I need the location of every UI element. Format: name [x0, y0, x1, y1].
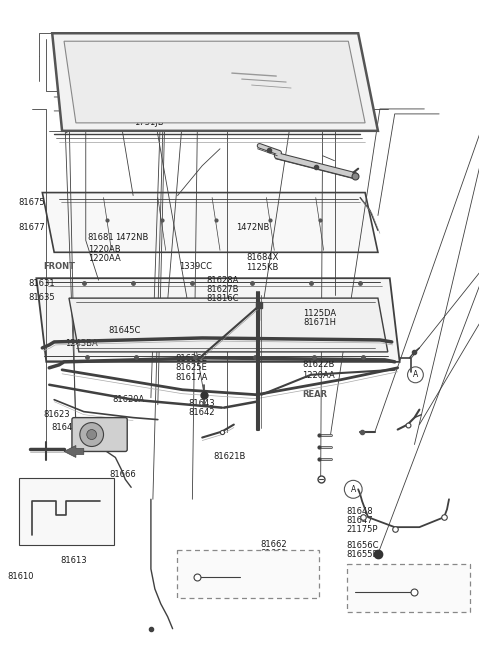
Text: 1731JB: 1731JB	[134, 118, 163, 127]
Text: 1125KB: 1125KB	[246, 263, 279, 272]
Text: 81666: 81666	[109, 470, 136, 479]
Polygon shape	[64, 445, 84, 457]
Circle shape	[87, 430, 96, 440]
Text: 81621B: 81621B	[213, 452, 246, 461]
Text: 1220AA: 1220AA	[302, 371, 335, 381]
Circle shape	[80, 422, 104, 447]
Text: 81623: 81623	[44, 411, 70, 419]
Text: 81661: 81661	[261, 549, 288, 557]
Text: 1731JB: 1731JB	[256, 572, 286, 582]
Polygon shape	[64, 41, 365, 123]
Text: 81631: 81631	[28, 279, 55, 288]
Text: {W/O SUNROOF}: {W/O SUNROOF}	[192, 555, 258, 563]
Text: 81641: 81641	[51, 423, 78, 432]
Text: 1472NB: 1472NB	[236, 223, 269, 232]
Text: 1220AB: 1220AB	[88, 245, 120, 253]
FancyBboxPatch shape	[72, 418, 127, 451]
Polygon shape	[52, 33, 378, 131]
Text: 1243BA: 1243BA	[65, 339, 98, 348]
Text: 1339CC: 1339CC	[179, 262, 212, 271]
Text: 81684X: 81684X	[246, 253, 279, 261]
Text: 81620A: 81620A	[113, 395, 145, 403]
FancyBboxPatch shape	[177, 550, 319, 598]
Text: 81647: 81647	[346, 516, 372, 525]
Text: 81675: 81675	[18, 198, 45, 207]
Text: 1076AM: 1076AM	[288, 73, 323, 81]
Text: 81635: 81635	[28, 293, 55, 302]
Text: 81643: 81643	[189, 399, 215, 407]
Text: 81655B: 81655B	[346, 550, 378, 559]
Text: 1220AA: 1220AA	[88, 254, 120, 263]
Text: 81645C: 81645C	[108, 326, 141, 335]
FancyBboxPatch shape	[348, 564, 470, 612]
Text: 1076AM: 1076AM	[360, 588, 395, 596]
Text: 81662: 81662	[261, 540, 288, 548]
FancyBboxPatch shape	[19, 478, 114, 545]
Text: 81617A: 81617A	[175, 373, 208, 382]
Text: REAR: REAR	[302, 390, 327, 398]
Text: 81628A: 81628A	[206, 276, 239, 285]
Text: 81627B: 81627B	[206, 285, 239, 294]
Text: 81613: 81613	[61, 557, 87, 565]
Text: 81642: 81642	[189, 408, 215, 417]
Text: {W/O SUNROOF}: {W/O SUNROOF}	[358, 567, 424, 576]
Text: 81671H: 81671H	[303, 318, 336, 327]
Text: 1125DA: 1125DA	[303, 309, 336, 318]
Text: A: A	[350, 485, 356, 494]
Text: FRONT: FRONT	[44, 262, 76, 271]
Text: 83530B: 83530B	[71, 94, 104, 102]
Text: 81677: 81677	[18, 223, 45, 232]
Text: 81648: 81648	[346, 507, 372, 516]
Text: 81686B: 81686B	[269, 108, 302, 117]
Text: 81610: 81610	[8, 572, 34, 581]
Polygon shape	[36, 278, 400, 362]
Text: 81816C: 81816C	[206, 294, 239, 303]
Text: 1472NB: 1472NB	[115, 233, 148, 242]
Polygon shape	[69, 298, 388, 352]
Text: 21175P: 21175P	[346, 525, 377, 534]
Text: 81622B: 81622B	[302, 360, 335, 369]
Text: 81681: 81681	[88, 233, 114, 242]
Text: 81625E: 81625E	[175, 364, 207, 373]
Text: 81656C: 81656C	[346, 541, 378, 550]
Polygon shape	[42, 193, 378, 252]
Text: 81626E: 81626E	[175, 354, 207, 364]
Text: A: A	[413, 370, 418, 379]
